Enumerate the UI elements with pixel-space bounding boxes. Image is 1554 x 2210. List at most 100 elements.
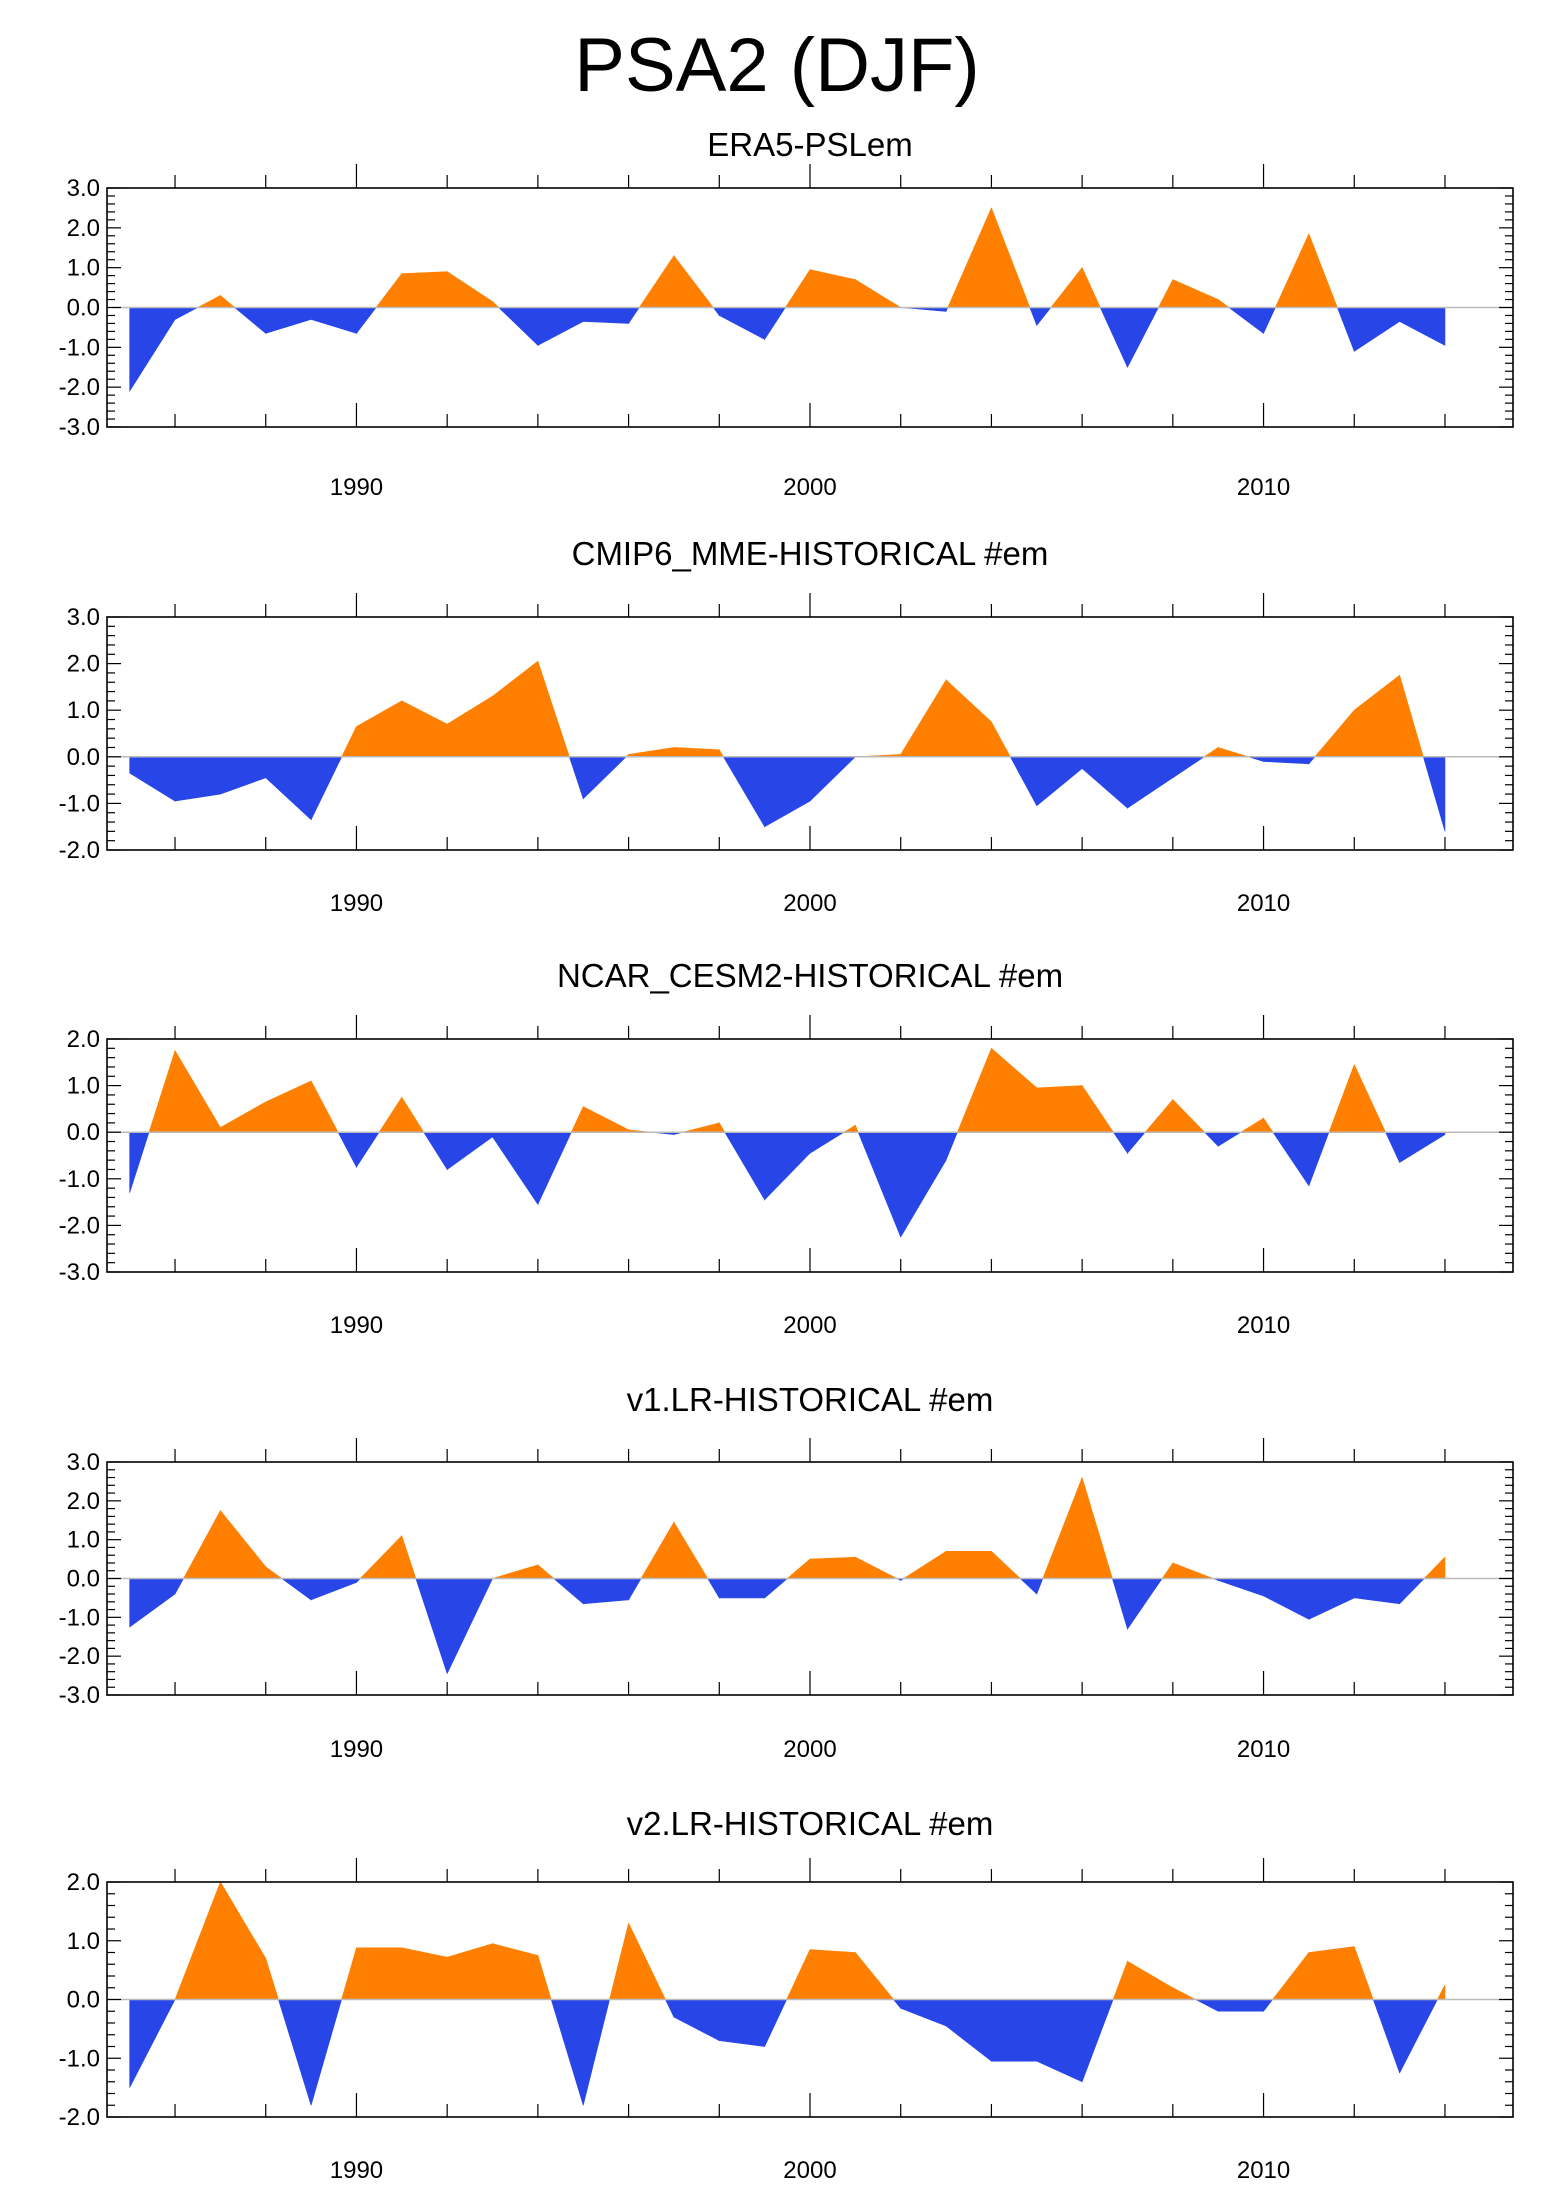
negative-area bbox=[1036, 307, 1052, 327]
negative-area bbox=[764, 307, 786, 341]
negative-area bbox=[129, 307, 176, 393]
y-tick-label: -1.0 bbox=[59, 790, 100, 817]
negative-area bbox=[764, 1999, 788, 2047]
negative-area bbox=[582, 1999, 610, 2106]
positive-area bbox=[786, 1949, 811, 2000]
positive-area bbox=[809, 1556, 856, 1579]
negative-area bbox=[1422, 756, 1446, 832]
negative-area bbox=[809, 1131, 846, 1154]
positive-area bbox=[1314, 709, 1355, 758]
negative-area bbox=[265, 756, 312, 821]
negative-area bbox=[628, 1578, 642, 1601]
negative-area bbox=[582, 307, 629, 324]
positive-area bbox=[786, 1558, 811, 1579]
positive-area bbox=[1144, 1098, 1174, 1133]
negative-area bbox=[1272, 1131, 1310, 1187]
positive-area bbox=[673, 254, 714, 308]
positive-area bbox=[991, 1047, 1038, 1133]
positive-area bbox=[537, 1564, 555, 1579]
negative-area bbox=[945, 1131, 958, 1161]
positive-area bbox=[1203, 746, 1219, 758]
y-tick-label: -3.0 bbox=[59, 1682, 100, 1709]
positive-area bbox=[784, 268, 811, 308]
negative-area bbox=[1081, 1999, 1114, 2082]
negative-area bbox=[1372, 1999, 1400, 2074]
y-tick-label: -2.0 bbox=[59, 1212, 100, 1239]
x-tick-label: 2000 bbox=[783, 1736, 836, 1763]
positive-area bbox=[341, 1947, 357, 2000]
negative-area bbox=[1385, 1131, 1400, 1163]
negative-area bbox=[278, 1999, 312, 2106]
positive-area bbox=[855, 279, 902, 308]
positive-area bbox=[1308, 233, 1338, 308]
panel-title: v2.LR-HISTORICAL #em bbox=[627, 1805, 994, 1842]
negative-area bbox=[1029, 307, 1038, 326]
positive-area bbox=[991, 207, 1031, 308]
negative-area bbox=[1399, 1578, 1425, 1605]
negative-area bbox=[174, 307, 198, 320]
negative-area bbox=[174, 756, 221, 802]
x-tick-label: 2000 bbox=[783, 890, 836, 917]
negative-area bbox=[1019, 1578, 1038, 1595]
negative-area bbox=[1127, 756, 1174, 809]
negative-area bbox=[857, 1131, 902, 1238]
positive-area bbox=[1328, 1064, 1355, 1133]
negative-area bbox=[1099, 307, 1128, 368]
positive-area bbox=[537, 1955, 552, 2000]
negative-area bbox=[220, 756, 267, 795]
positive-area bbox=[148, 1050, 176, 1133]
positive-area bbox=[265, 1566, 283, 1579]
negative-area bbox=[664, 1999, 675, 2018]
negative-area bbox=[1127, 1131, 1146, 1154]
positive-area bbox=[956, 1048, 992, 1133]
negative-area bbox=[280, 1578, 312, 1601]
negative-area bbox=[497, 307, 539, 347]
positive-area bbox=[1353, 1946, 1374, 2000]
positive-area bbox=[945, 679, 992, 758]
y-tick-label: -2.0 bbox=[59, 374, 100, 401]
x-tick-label: 1990 bbox=[330, 2157, 383, 2184]
positive-area bbox=[492, 300, 500, 308]
positive-area bbox=[1423, 1556, 1446, 1579]
positive-area bbox=[628, 747, 675, 758]
positive-area bbox=[1081, 1477, 1113, 1579]
negative-area bbox=[129, 1578, 176, 1628]
negative-area bbox=[1308, 1131, 1330, 1186]
x-tick-label: 2000 bbox=[783, 1312, 836, 1339]
negative-area bbox=[1111, 1578, 1128, 1630]
chart-panel-3: NCAR_CESM2-HISTORICAL #em 2.0 1.0 0.0 -1.0 -2… bbox=[59, 957, 1514, 1339]
y-tick-label: 0.0 bbox=[67, 295, 100, 322]
positive-area bbox=[1353, 674, 1400, 758]
positive-area bbox=[174, 1881, 221, 2000]
positive-area bbox=[401, 1947, 448, 2000]
negative-area bbox=[337, 1131, 357, 1168]
y-tick-label: -2.0 bbox=[59, 1643, 100, 1670]
positive-area bbox=[1172, 279, 1219, 308]
negative-area bbox=[356, 307, 377, 335]
negative-area bbox=[492, 1131, 539, 1206]
negative-area bbox=[1227, 307, 1264, 334]
main-title: PSA2 (DJF) bbox=[574, 23, 980, 108]
positive-area bbox=[855, 1951, 895, 2000]
negative-area bbox=[718, 1578, 765, 1599]
positive-area bbox=[446, 271, 493, 308]
chart-panel-2: CMIP6_MME-HISTORICAL #em 3.0 2.0 1.0 0.0 -1.0… bbox=[59, 535, 1514, 917]
positive-area bbox=[446, 1943, 493, 2000]
positive-area bbox=[446, 695, 493, 758]
negative-area bbox=[724, 1131, 765, 1201]
y-tick-label: 2.0 bbox=[67, 651, 100, 678]
negative-area bbox=[537, 307, 584, 346]
positive-area bbox=[492, 660, 539, 758]
y-tick-label: 0.0 bbox=[67, 744, 100, 771]
negative-area bbox=[415, 1578, 448, 1674]
negative-area bbox=[1112, 1131, 1128, 1155]
y-tick-label: 3.0 bbox=[67, 1449, 100, 1476]
positive-area bbox=[265, 1080, 312, 1133]
negative-area bbox=[991, 1999, 1038, 2062]
positive-area bbox=[310, 1080, 339, 1133]
positive-area bbox=[673, 747, 720, 758]
positive-area bbox=[1217, 747, 1249, 758]
negative-area bbox=[568, 756, 584, 799]
positive-area bbox=[640, 1521, 675, 1579]
positive-area bbox=[991, 721, 1011, 758]
